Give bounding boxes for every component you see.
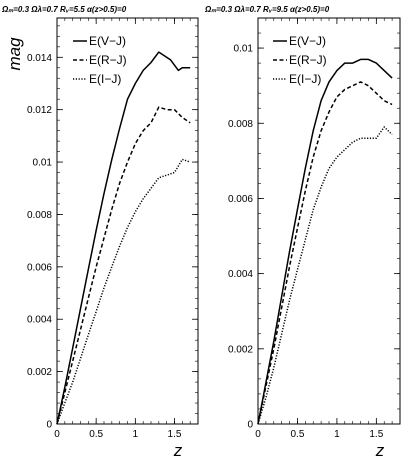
legend-label: E(R−J) — [289, 53, 327, 67]
y-tick-label: 0 — [46, 420, 52, 431]
series-line-solid — [257, 58, 393, 425]
x-axis-label: z — [173, 441, 183, 460]
series-line-dashed — [257, 81, 393, 425]
y-tick-label: 0.012 — [27, 105, 52, 116]
y-tick-label: 0.002 — [228, 344, 253, 355]
x-tick-label: 1 — [133, 429, 139, 440]
x-axis-label: z — [375, 441, 385, 460]
series-line-dotted — [257, 126, 393, 425]
y-tick-label: 0.004 — [27, 315, 52, 326]
chart-title: Ωₘ=0.3 Ωλ=0.7 Rᵥ=9.5 α(z>0.5)=0 — [204, 5, 330, 14]
legend-label: E(I−J) — [89, 72, 121, 86]
series-line-dotted — [56, 158, 191, 425]
y-tick-label: 0.01 — [33, 158, 53, 169]
series-line-solid — [56, 51, 191, 425]
y-tick-label: 0 — [247, 420, 253, 431]
y-tick-label: 0.014 — [27, 53, 52, 64]
chart-panel-2: Ωₘ=0.3 Ωλ=0.7 Rᵥ=9.5 α(z>0.5)=0 0 0.002 0.0… — [204, 5, 401, 460]
x-tick-label: 0.5 — [89, 429, 103, 440]
x-tick-label: 1 — [334, 429, 340, 440]
legend-label: E(R−J) — [89, 53, 127, 67]
x-tick-label: 1.5 — [369, 429, 383, 440]
chart-panel-1: Ωₘ=0.3 Ωλ=0.7 Rᵥ=5.5 α(z>0.5)=0 0 0.002 0.0… — [1, 5, 199, 460]
y-tick-label: 0.004 — [228, 269, 253, 280]
series-line-dashed — [56, 106, 191, 425]
legend-label: E(V−J) — [289, 34, 326, 48]
y-tick-label: 0.002 — [27, 367, 52, 378]
y-tick-label: 0.008 — [27, 210, 52, 221]
legend-label: E(I−J) — [289, 72, 321, 86]
legend-label: E(V−J) — [89, 34, 126, 48]
plot-frame — [56, 17, 199, 425]
y-tick-label: 0.01 — [234, 44, 254, 55]
x-tick-label: 0.5 — [290, 429, 304, 440]
x-tick-label: 0 — [255, 429, 261, 440]
y-axis-label: mag — [5, 37, 24, 71]
chart-title: Ωₘ=0.3 Ωλ=0.7 Rᵥ=5.5 α(z>0.5)=0 — [1, 5, 127, 14]
y-tick-label: 0.006 — [228, 194, 253, 205]
y-tick-label: 0.008 — [228, 119, 253, 130]
x-tick-label: 1.5 — [168, 429, 182, 440]
y-tick-label: 0.006 — [27, 262, 52, 273]
x-tick-label: 0 — [54, 429, 60, 440]
